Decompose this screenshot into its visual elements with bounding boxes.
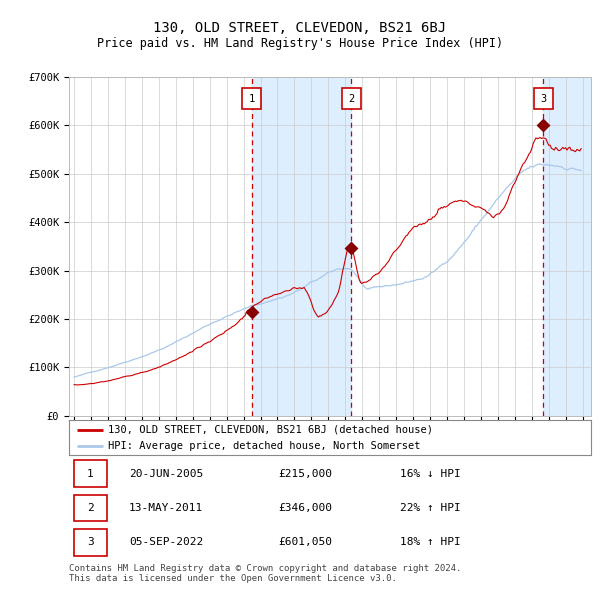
FancyBboxPatch shape: [342, 88, 361, 109]
Point: [538, 120, 548, 129]
Point: [347, 244, 356, 253]
Text: 1: 1: [87, 469, 94, 478]
Text: 05-SEP-2022: 05-SEP-2022: [129, 537, 203, 547]
FancyBboxPatch shape: [242, 88, 261, 109]
Text: 16% ↓ HPI: 16% ↓ HPI: [400, 469, 461, 478]
FancyBboxPatch shape: [74, 460, 107, 487]
Text: 130, OLD STREET, CLEVEDON, BS21 6BJ (detached house): 130, OLD STREET, CLEVEDON, BS21 6BJ (det…: [108, 425, 433, 435]
Text: 3: 3: [87, 537, 94, 547]
Text: 1: 1: [248, 93, 254, 103]
Text: 22% ↑ HPI: 22% ↑ HPI: [400, 503, 461, 513]
FancyBboxPatch shape: [534, 88, 553, 109]
Bar: [251, 77, 352, 416]
Text: 13-MAY-2011: 13-MAY-2011: [129, 503, 203, 513]
Text: £601,050: £601,050: [278, 537, 332, 547]
Text: 2: 2: [348, 93, 355, 103]
Point: [247, 307, 256, 316]
Text: Price paid vs. HM Land Registry's House Price Index (HPI): Price paid vs. HM Land Registry's House …: [97, 37, 503, 50]
Text: 2: 2: [87, 503, 94, 513]
Text: 18% ↑ HPI: 18% ↑ HPI: [400, 537, 461, 547]
Text: 20-JUN-2005: 20-JUN-2005: [129, 469, 203, 478]
Text: £215,000: £215,000: [278, 469, 332, 478]
Text: HPI: Average price, detached house, North Somerset: HPI: Average price, detached house, Nort…: [108, 441, 421, 451]
Text: £346,000: £346,000: [278, 503, 332, 513]
Bar: [543, 77, 591, 416]
FancyBboxPatch shape: [74, 494, 107, 522]
Text: 130, OLD STREET, CLEVEDON, BS21 6BJ: 130, OLD STREET, CLEVEDON, BS21 6BJ: [154, 21, 446, 35]
Text: Contains HM Land Registry data © Crown copyright and database right 2024.
This d: Contains HM Land Registry data © Crown c…: [69, 563, 461, 583]
Text: 3: 3: [540, 93, 547, 103]
FancyBboxPatch shape: [74, 529, 107, 556]
